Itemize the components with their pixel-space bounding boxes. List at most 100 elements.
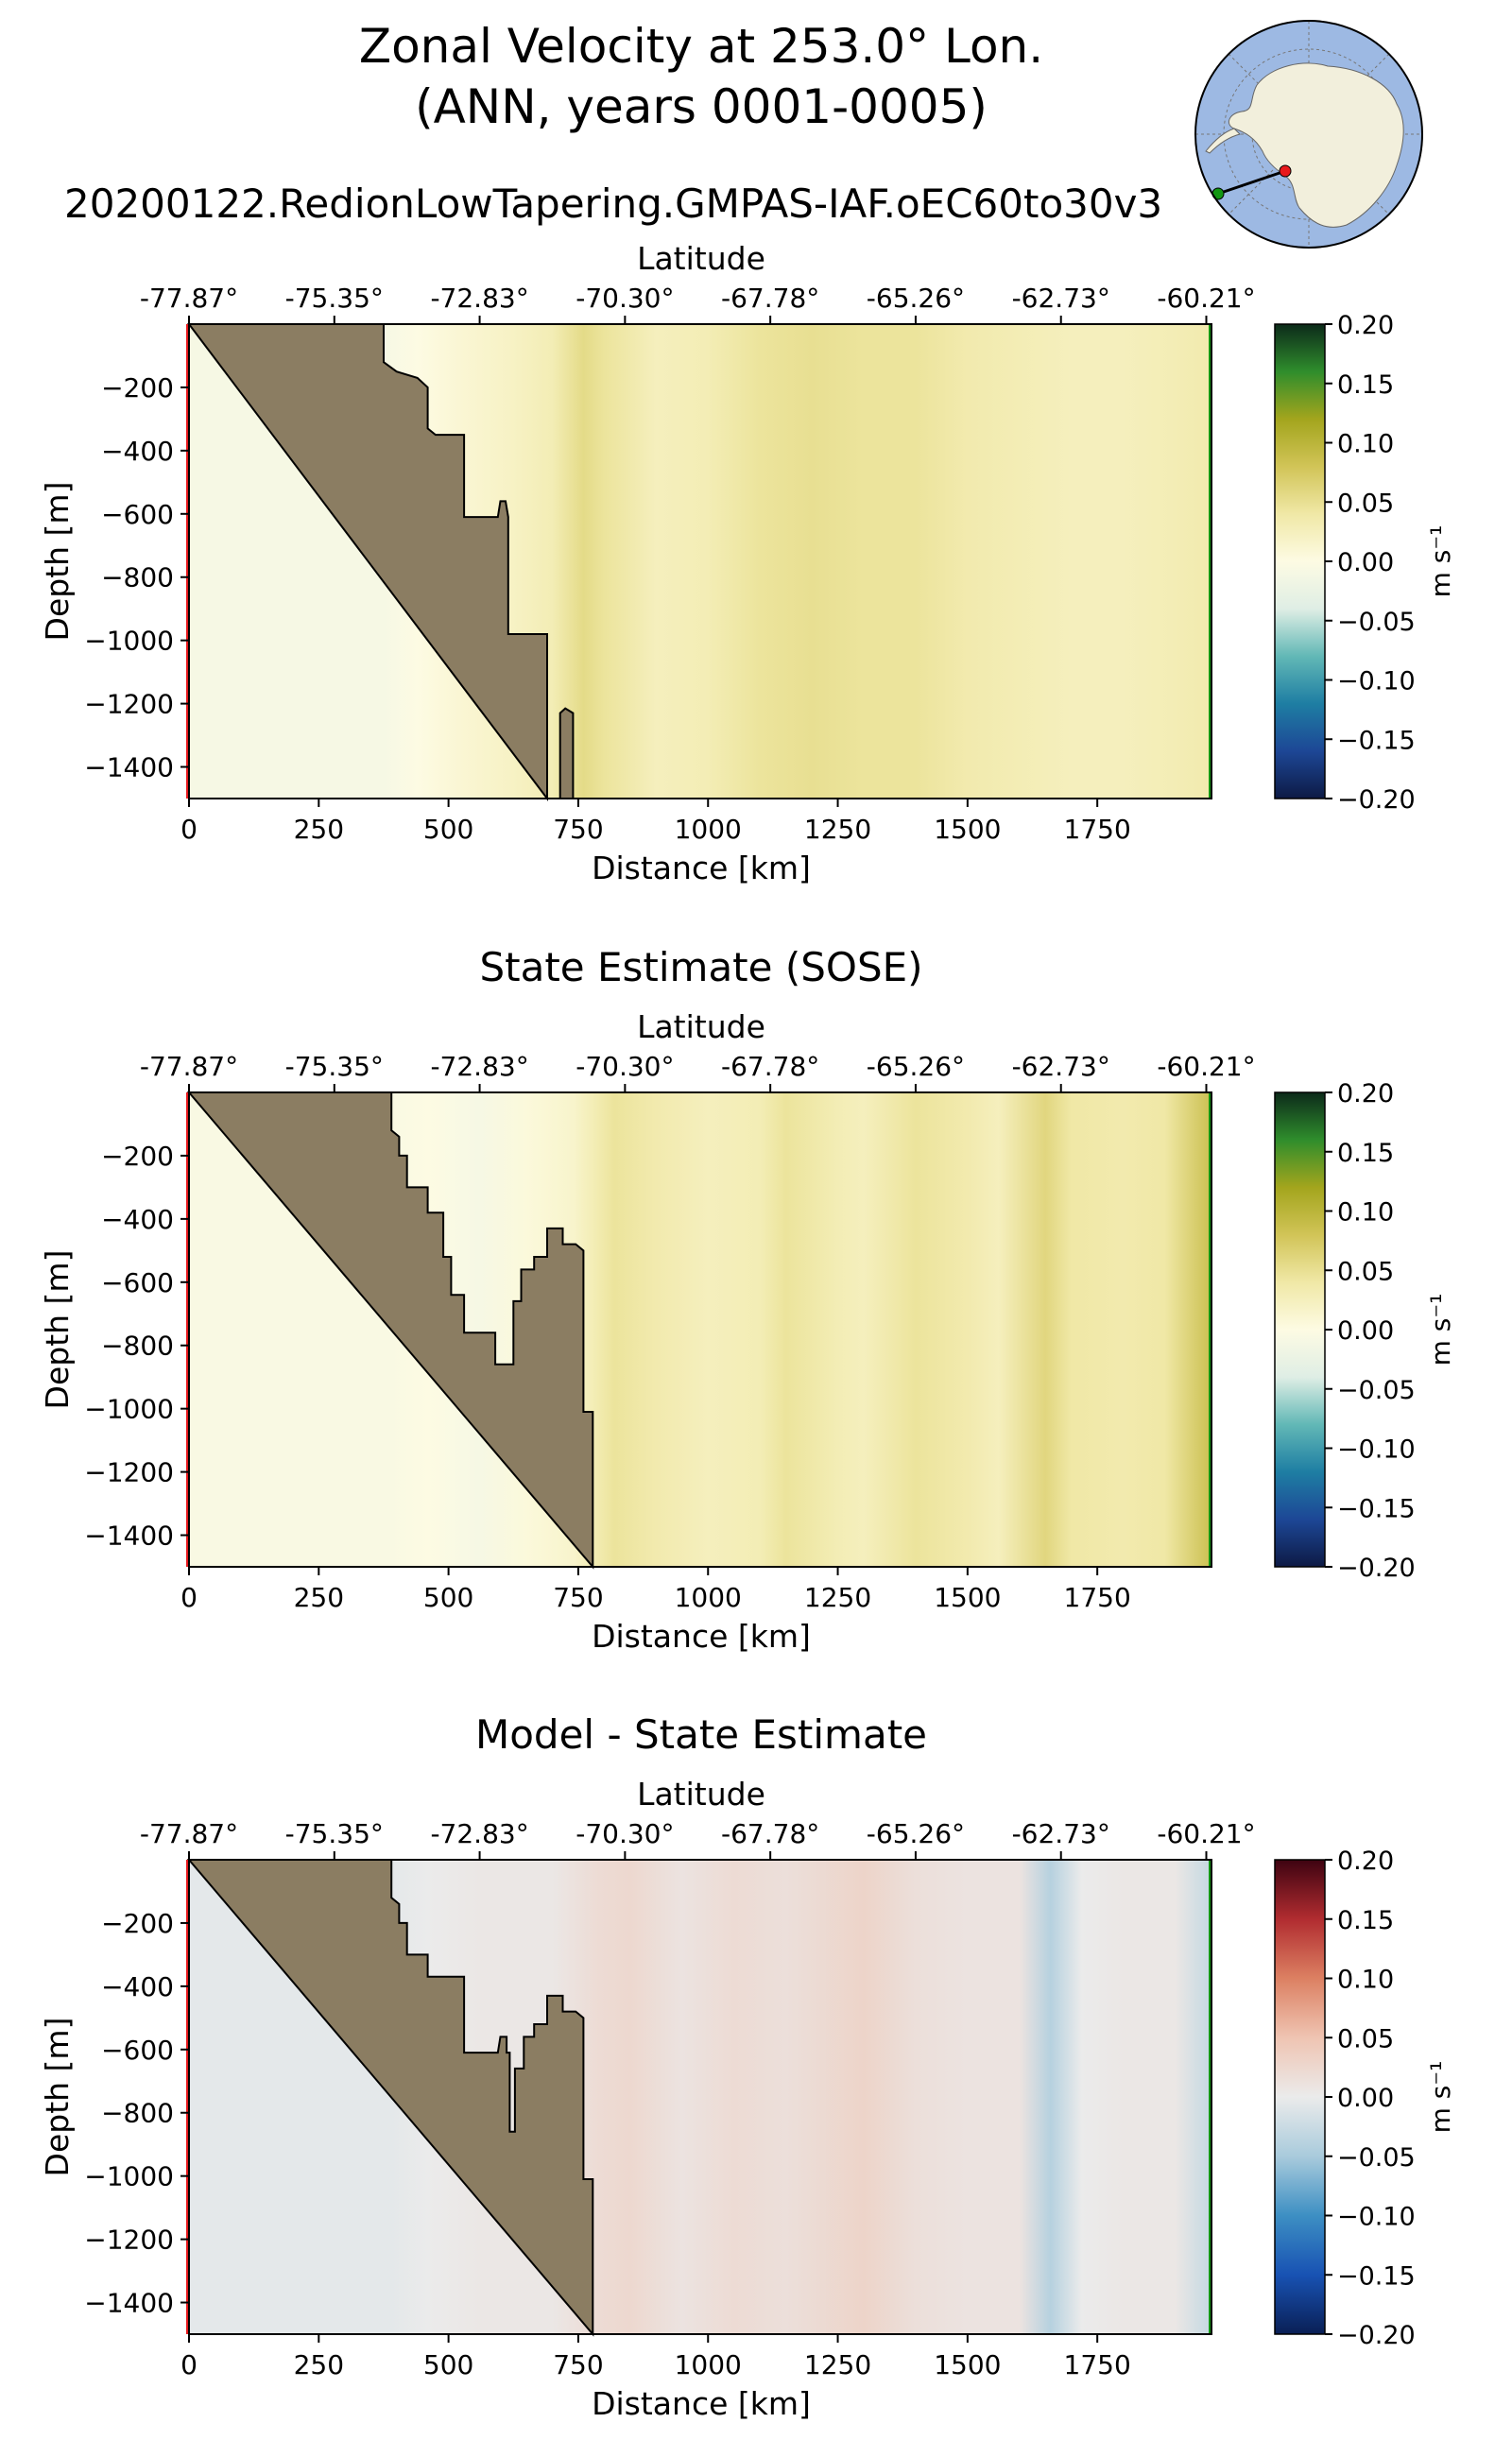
x-axis-label: Distance [km] [592,850,811,886]
x-tick-label: 500 [423,814,473,845]
colorbar-tick-label: 0.10 [1337,430,1394,459]
colorbar-tick-label: −0.15 [1337,2261,1416,2291]
x-tick-label: 0 [180,1582,198,1613]
x-tick-label: 1250 [804,814,871,845]
colorbar-tick-label: −0.20 [1337,785,1416,815]
top-axis-label: Latitude [637,1776,765,1813]
lat-tick-label: -60.21° [1157,283,1255,314]
colorbar-tick-label: −0.20 [1337,2321,1416,2350]
colorbar-tick-label: 0.10 [1337,1966,1394,1995]
start-marker [186,1092,189,1567]
y-axis-label: Depth [m] [39,482,76,642]
colorbar [1274,1859,1326,2335]
x-tick-label: 1250 [804,1582,871,1613]
lat-tick-label: -65.26° [867,1818,965,1849]
y-tick-label: −1200 [84,689,174,720]
inset-transect-line [1217,169,1286,196]
end-marker [1209,1092,1211,1567]
y-tick-label: −400 [101,1204,174,1235]
run-name: 20200122.RedionLowTapering.GMPAS-IAF.oEC… [64,180,1162,227]
colorbar-tick-label: −0.10 [1337,1435,1416,1465]
plot-frame [188,1859,1212,2335]
lat-tick-label: -72.83° [430,283,528,314]
plot-frame [188,1091,1212,1568]
y-tick-label: −1200 [84,1457,174,1488]
y-tick-label: −1000 [84,1394,174,1425]
y-tick-label: −200 [101,372,174,404]
x-tick-label: 1750 [1064,814,1131,845]
y-tick-label: −600 [101,2035,174,2066]
lat-tick-label: -75.35° [285,1051,384,1082]
y-tick-label: −800 [101,562,174,593]
lat-tick-label: -62.73° [1012,1051,1110,1082]
figure-title-line2: (ANN, years 0001-0005) [415,79,988,134]
colorbar-label: m s⁻¹ [1425,1294,1456,1366]
colorbar-tick-label: 0.15 [1337,1139,1394,1168]
x-tick-label: 1750 [1064,1582,1131,1613]
colorbar-tick-label: −0.10 [1337,667,1416,696]
colorbar-tick-label: 0.00 [1337,548,1394,577]
colorbar-tick-label: −0.15 [1337,1494,1416,1523]
y-tick-label: −1000 [84,626,174,657]
antarctica-locator-map [1194,20,1423,249]
colorbar [1274,323,1326,799]
y-tick-label: −600 [101,1267,174,1298]
inset-start-point [1279,164,1292,178]
x-tick-label: 250 [294,2349,344,2380]
lat-tick-label: -77.87° [140,1818,238,1849]
x-tick-label: 1250 [804,2349,871,2380]
lat-tick-label: -67.78° [721,283,819,314]
y-tick-label: −600 [101,499,174,530]
y-axis-label: Depth [m] [39,1250,76,1410]
lat-tick-label: -72.83° [430,1051,528,1082]
x-axis-label: Distance [km] [592,1618,811,1655]
y-tick-label: −1400 [84,2288,174,2319]
x-tick-label: 0 [180,2349,198,2380]
x-tick-label: 750 [553,814,603,845]
start-marker [186,324,189,799]
colorbar-tick-label: −0.20 [1337,1554,1416,1583]
colorbar-tick-label: 0.10 [1337,1198,1394,1228]
y-tick-label: −1000 [84,2161,174,2192]
x-tick-label: 250 [294,814,344,845]
x-tick-label: 1500 [934,814,1001,845]
colorbar-tick-label: −0.10 [1337,2203,1416,2232]
colorbar-tick-label: 0.20 [1337,311,1394,340]
top-axis-label: Latitude [637,1008,765,1045]
colorbar-label: m s⁻¹ [1425,2061,1456,2134]
land-mask [186,1091,594,1570]
panel-title: Model - State Estimate [475,1711,927,1758]
lat-tick-label: -70.30° [576,1818,674,1849]
x-tick-label: 750 [553,1582,603,1613]
x-tick-label: 0 [180,814,198,845]
colorbar-tick-label: 0.20 [1337,1079,1394,1108]
x-tick-label: 1500 [934,1582,1001,1613]
y-tick-label: −400 [101,1971,174,2002]
x-tick-label: 1500 [934,2349,1001,2380]
panel-difference: Model - State Estimate Latitude -77.87° -… [39,1711,1456,2422]
colorbar-tick-label: −0.15 [1337,726,1416,755]
colorbar-tick-label: 0.05 [1337,489,1394,518]
lat-tick-label: -67.78° [721,1818,819,1849]
top-axis-label: Latitude [637,240,765,277]
colorbar-label: m s⁻¹ [1425,525,1456,598]
colorbar-tick-label: −0.05 [1337,608,1416,637]
lat-tick-label: -70.30° [576,283,674,314]
inset-peninsula [1205,128,1241,154]
lat-tick-label: -77.87° [140,1051,238,1082]
x-tick-label: 1000 [675,814,742,845]
lat-tick-label: -65.26° [867,283,965,314]
panel-title: State Estimate (SOSE) [479,944,922,990]
seamount [558,707,575,799]
lat-tick-label: -67.78° [721,1051,819,1082]
y-tick-label: −400 [101,436,174,467]
y-tick-label: −200 [101,1908,174,1939]
x-tick-label: 750 [553,2349,603,2380]
x-tick-label: 1000 [675,2349,742,2380]
x-tick-label: 500 [423,2349,473,2380]
colorbar-tick-label: 0.00 [1337,1316,1394,1346]
y-tick-label: −800 [101,2098,174,2129]
x-tick-label: 500 [423,1582,473,1613]
y-tick-label: −1400 [84,752,174,783]
